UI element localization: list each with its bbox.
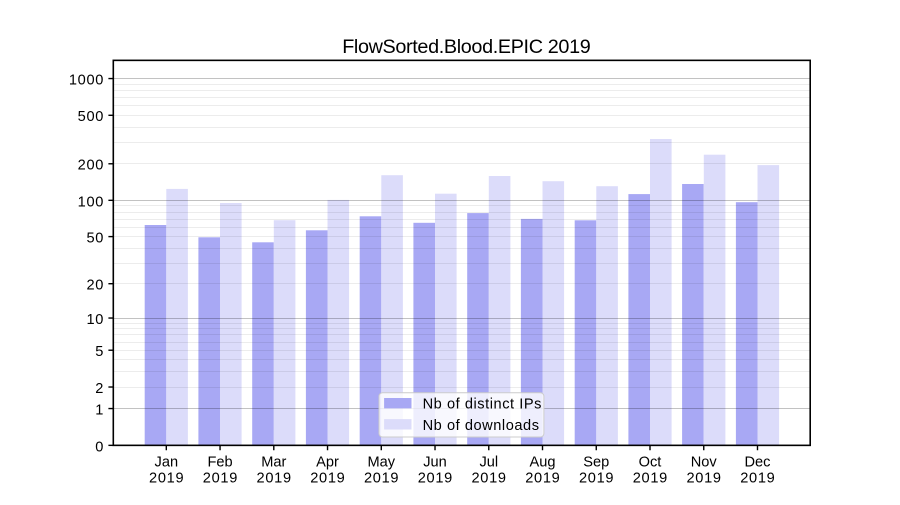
svg-text:Sep: Sep [583, 455, 609, 471]
svg-text:2019: 2019 [149, 470, 184, 486]
svg-text:Feb: Feb [207, 455, 232, 471]
svg-text:2019: 2019 [579, 470, 614, 486]
svg-text:FlowSorted.Blood.EPIC 2019: FlowSorted.Blood.EPIC 2019 [342, 36, 591, 58]
svg-text:Jun: Jun [423, 455, 447, 471]
svg-text:2019: 2019 [257, 470, 292, 486]
svg-text:Apr: Apr [316, 455, 339, 471]
svg-text:Nb of distinct IPs: Nb of distinct IPs [423, 397, 542, 413]
svg-text:Aug: Aug [530, 455, 556, 471]
svg-text:10: 10 [86, 312, 104, 328]
svg-text:2019: 2019 [203, 470, 238, 486]
svg-text:2019: 2019 [633, 470, 668, 486]
svg-text:100: 100 [78, 194, 104, 210]
svg-text:Dec: Dec [745, 455, 771, 471]
svg-text:2019: 2019 [418, 470, 453, 486]
svg-text:2019: 2019 [740, 470, 775, 486]
svg-text:Jul: Jul [479, 455, 498, 471]
svg-text:2019: 2019 [364, 470, 399, 486]
svg-text:500: 500 [78, 109, 104, 125]
svg-text:0: 0 [95, 439, 104, 455]
svg-text:Oct: Oct [639, 455, 662, 471]
svg-text:1: 1 [95, 403, 104, 419]
svg-text:2: 2 [95, 381, 104, 397]
svg-text:5: 5 [95, 344, 104, 360]
svg-text:Jan: Jan [155, 455, 179, 471]
svg-text:20: 20 [86, 278, 104, 294]
svg-text:2019: 2019 [471, 470, 506, 486]
svg-text:50: 50 [86, 231, 104, 247]
svg-text:1000: 1000 [69, 73, 104, 89]
svg-text:Nov: Nov [691, 455, 718, 471]
svg-text:2019: 2019 [525, 470, 560, 486]
svg-text:2019: 2019 [310, 470, 345, 486]
svg-text:Nb of downloads: Nb of downloads [423, 418, 540, 434]
svg-text:May: May [367, 455, 395, 471]
svg-text:200: 200 [78, 158, 104, 174]
svg-text:2019: 2019 [686, 470, 721, 486]
svg-text:Mar: Mar [261, 455, 286, 471]
